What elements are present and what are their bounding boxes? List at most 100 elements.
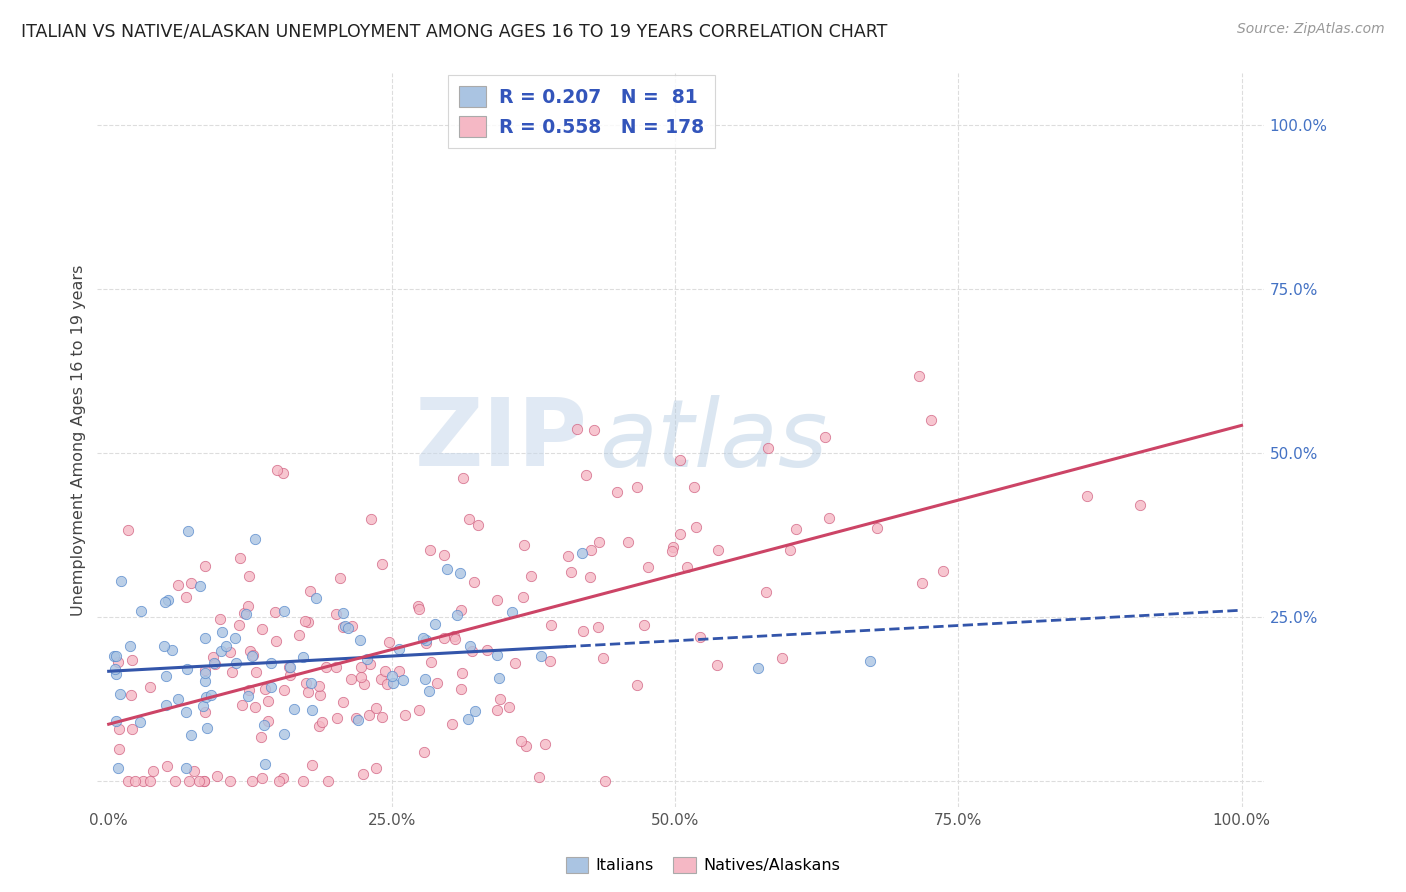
Point <box>316 774 339 789</box>
Point <box>381 676 404 690</box>
Point <box>515 739 537 753</box>
Point <box>352 767 374 781</box>
Point <box>571 624 593 638</box>
Point <box>374 665 396 679</box>
Point <box>118 639 141 653</box>
Point <box>326 711 349 725</box>
Point <box>187 774 209 789</box>
Point <box>142 764 165 778</box>
Point <box>243 532 266 546</box>
Y-axis label: Unemployment Among Ages 16 to 19 years: Unemployment Among Ages 16 to 19 years <box>72 265 86 615</box>
Point <box>364 701 387 715</box>
Point <box>908 369 931 384</box>
Point <box>117 523 139 537</box>
Point <box>392 673 415 687</box>
Point <box>215 639 238 653</box>
Point <box>626 479 648 493</box>
Point <box>174 761 197 775</box>
Point <box>228 618 250 632</box>
Point <box>104 714 127 728</box>
Point <box>451 471 474 485</box>
Point <box>201 649 224 664</box>
Point <box>107 655 129 669</box>
Point <box>264 634 287 648</box>
Point <box>579 542 602 557</box>
Point <box>297 615 319 629</box>
Point <box>229 551 252 566</box>
Point <box>370 673 392 687</box>
Point <box>356 652 378 666</box>
Point <box>413 745 436 759</box>
Point <box>253 718 276 732</box>
Point <box>266 463 288 477</box>
Point <box>415 636 437 650</box>
Point <box>259 656 281 670</box>
Point <box>245 700 267 714</box>
Point <box>747 661 769 675</box>
Point <box>299 676 322 690</box>
Point <box>239 644 262 658</box>
Point <box>174 590 197 604</box>
Point <box>283 702 305 716</box>
Point <box>415 632 437 647</box>
Point <box>707 542 730 557</box>
Point <box>381 668 404 682</box>
Point <box>138 681 160 695</box>
Point <box>295 676 318 690</box>
Point <box>571 547 593 561</box>
Point <box>353 677 375 691</box>
Point <box>661 544 683 558</box>
Point <box>194 674 217 689</box>
Point <box>124 774 146 789</box>
Point <box>177 774 200 789</box>
Point <box>770 650 793 665</box>
Point <box>565 422 588 436</box>
Point <box>273 726 295 740</box>
Point <box>240 649 263 664</box>
Point <box>194 665 217 680</box>
Point <box>485 703 508 717</box>
Point <box>413 673 436 687</box>
Point <box>176 524 198 539</box>
Point <box>637 560 659 574</box>
Point <box>560 565 582 579</box>
Point <box>156 758 179 772</box>
Text: ITALIAN VS NATIVE/ALASKAN UNEMPLOYMENT AMONG AGES 16 TO 19 YEARS CORRELATION CHA: ITALIAN VS NATIVE/ALASKAN UNEMPLOYMENT A… <box>21 22 887 40</box>
Point <box>756 441 779 455</box>
Point <box>920 413 942 427</box>
Point <box>418 684 440 698</box>
Point <box>263 605 285 619</box>
Point <box>193 698 215 713</box>
Point <box>371 557 394 571</box>
Point <box>278 667 301 681</box>
Point <box>219 644 242 658</box>
Point <box>304 591 326 605</box>
Point <box>371 710 394 724</box>
Point <box>866 521 889 535</box>
Point <box>510 733 533 747</box>
Point <box>301 703 323 717</box>
Point <box>128 715 150 730</box>
Point <box>540 617 562 632</box>
Point <box>458 640 481 654</box>
Point <box>669 453 692 467</box>
Point <box>378 634 401 648</box>
Point <box>433 631 456 645</box>
Point <box>308 719 330 733</box>
Point <box>583 423 606 437</box>
Point <box>202 656 225 670</box>
Point <box>200 689 222 703</box>
Point <box>238 599 260 613</box>
Point <box>273 772 295 786</box>
Point <box>155 698 177 713</box>
Point <box>377 677 399 691</box>
Point <box>194 705 217 719</box>
Point <box>557 549 579 563</box>
Point <box>1129 498 1152 512</box>
Point <box>240 774 263 789</box>
Point <box>204 657 226 672</box>
Point <box>250 730 273 744</box>
Point <box>176 662 198 676</box>
Point <box>103 648 125 663</box>
Point <box>685 520 707 534</box>
